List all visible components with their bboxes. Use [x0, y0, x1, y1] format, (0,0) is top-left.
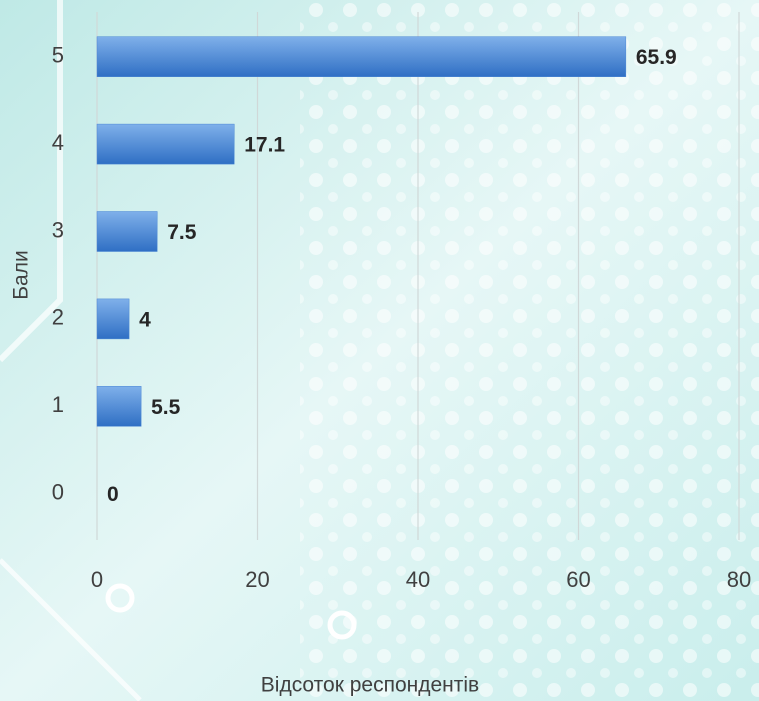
- bar: [96, 123, 235, 165]
- bar: [96, 386, 142, 427]
- x-axis-title: Відсоток респондентів: [261, 674, 479, 697]
- data-label: 4: [139, 308, 151, 331]
- y-axis-title: Бали: [10, 250, 33, 299]
- y-tick-label: 3: [52, 217, 64, 242]
- x-tick-label: 20: [245, 567, 269, 592]
- data-label: 5.5: [151, 396, 181, 419]
- dot-pattern: [300, 0, 759, 701]
- decor-circle: [327, 610, 357, 640]
- x-tick-label: 80: [727, 567, 751, 592]
- y-tick-label: 1: [52, 392, 64, 417]
- y-tick-label: 4: [52, 130, 64, 155]
- decor-line: [0, 558, 142, 701]
- decor-line: [0, 0, 63, 363]
- y-tick-label: 5: [52, 43, 64, 68]
- data-label: 7.5: [167, 221, 197, 244]
- x-tick-label: 40: [406, 567, 430, 592]
- data-label: 17.1: [244, 134, 285, 157]
- x-tick-label: 0: [91, 567, 103, 592]
- decor-circle: [105, 583, 135, 613]
- y-tick-label: 0: [52, 480, 64, 505]
- bar: [96, 211, 158, 252]
- bar: [96, 36, 627, 77]
- x-tick-label: 60: [566, 567, 590, 592]
- data-label: 65.9: [636, 46, 677, 69]
- bar: [96, 298, 130, 340]
- y-tick-label: 2: [52, 305, 64, 330]
- data-label: 0: [107, 483, 119, 506]
